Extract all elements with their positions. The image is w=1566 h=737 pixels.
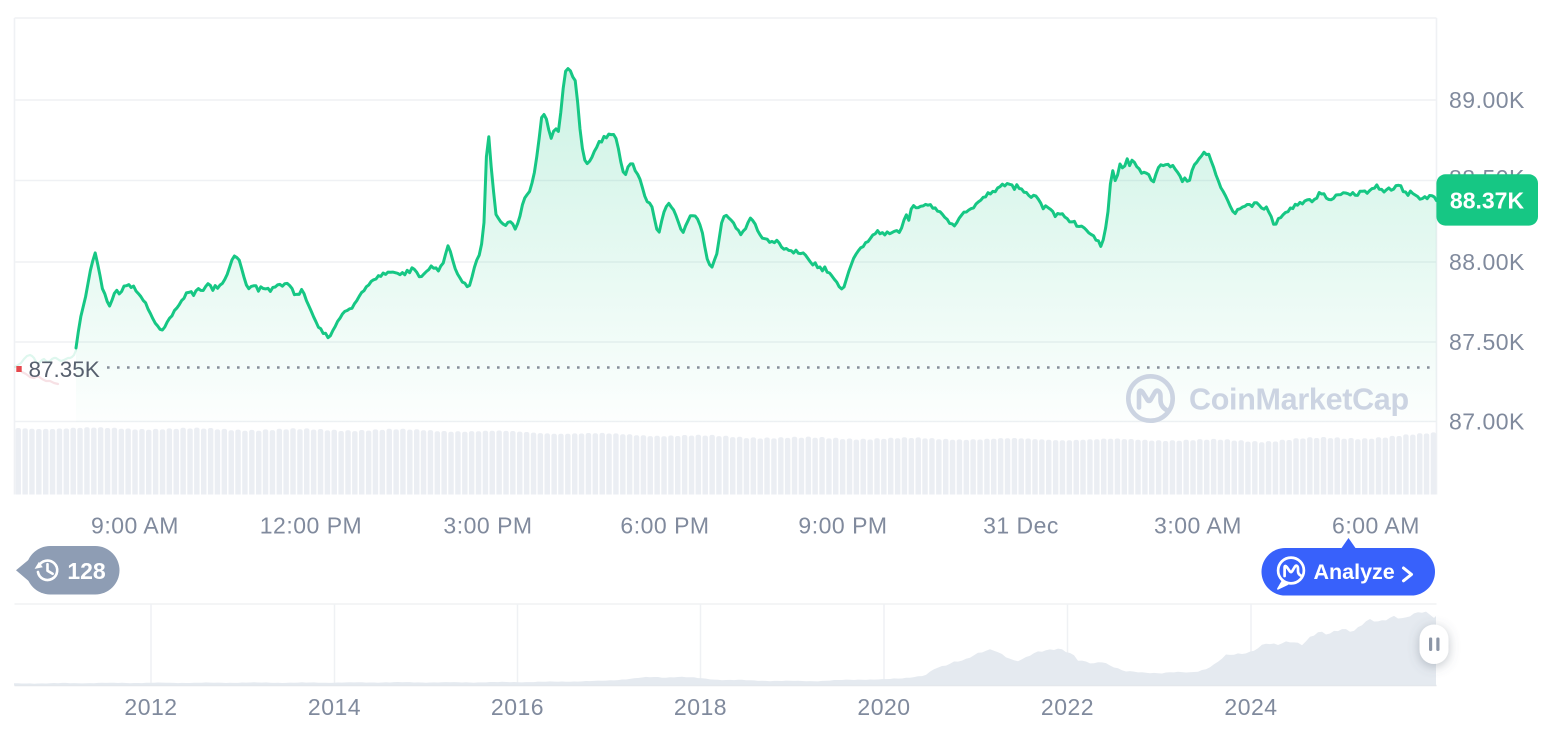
svg-text:2022: 2022 xyxy=(1041,694,1094,720)
svg-text:6:00 AM: 6:00 AM xyxy=(1332,513,1420,539)
svg-text:2012: 2012 xyxy=(124,694,177,720)
svg-text:12:00 PM: 12:00 PM xyxy=(260,513,362,539)
svg-text:87.50K: 87.50K xyxy=(1449,329,1525,355)
svg-text:2020: 2020 xyxy=(857,694,910,720)
svg-text:9:00 PM: 9:00 PM xyxy=(798,513,887,539)
svg-text:3:00 PM: 3:00 PM xyxy=(443,513,532,539)
svg-text:88.00K: 88.00K xyxy=(1449,249,1525,275)
svg-text:2016: 2016 xyxy=(491,694,544,720)
svg-text:87.00K: 87.00K xyxy=(1449,409,1525,435)
svg-text:88.37K: 88.37K xyxy=(1450,188,1525,214)
svg-text:3:00 AM: 3:00 AM xyxy=(1154,513,1242,539)
svg-text:31 Dec: 31 Dec xyxy=(983,513,1059,539)
svg-text:128: 128 xyxy=(67,558,106,584)
svg-text:87.35K: 87.35K xyxy=(29,357,100,382)
svg-text:2024: 2024 xyxy=(1224,694,1277,720)
svg-text:2014: 2014 xyxy=(308,694,361,720)
svg-text:6:00 PM: 6:00 PM xyxy=(620,513,709,539)
svg-text:Analyze: Analyze xyxy=(1314,560,1395,584)
svg-text:89.00K: 89.00K xyxy=(1449,87,1525,113)
svg-text:CoinMarketCap: CoinMarketCap xyxy=(1189,383,1409,417)
svg-text:2018: 2018 xyxy=(674,694,727,720)
svg-text:9:00 AM: 9:00 AM xyxy=(91,513,179,539)
